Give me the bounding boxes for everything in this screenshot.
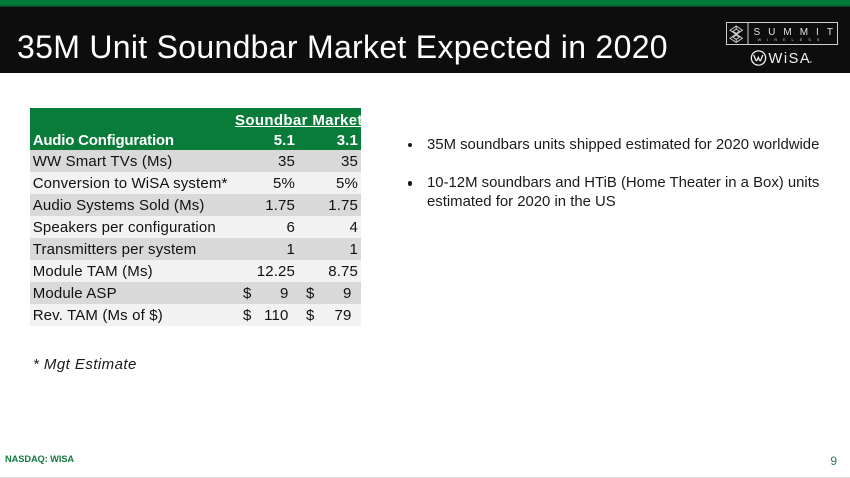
svg-text:WiSA: WiSA	[769, 51, 812, 67]
svg-text:WIRELESS: WIRELESS	[758, 37, 826, 42]
svg-text:SUMMIT: SUMMIT	[754, 27, 839, 38]
